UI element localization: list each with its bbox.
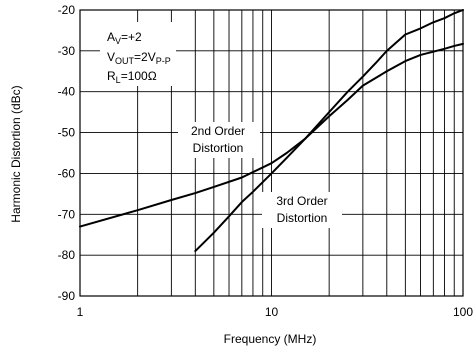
condition-vout-mid: =2V <box>134 50 156 64</box>
condition-vout-main: V <box>107 50 115 64</box>
plot-frame <box>79 9 464 297</box>
series-line-2nd-order <box>79 42 464 228</box>
y-tick-label: -30 <box>58 44 76 58</box>
y-tick-label: -70 <box>58 207 76 221</box>
condition-vout-sub2: P-P <box>156 56 171 66</box>
condition-av-rest: =+2 <box>121 30 142 44</box>
y-tick-label: -90 <box>58 289 76 303</box>
condition-av-sub: V <box>115 36 121 46</box>
x-axis-title: Frequency (MHz) <box>224 332 317 346</box>
series-line-3rd-order <box>194 9 464 253</box>
plot-border <box>79 9 464 297</box>
annotation-3rd-bg <box>262 192 342 228</box>
annotation-2nd-line1: 2nd Order <box>191 124 245 138</box>
annotation-3rd-line1: 3rd Order <box>276 194 327 208</box>
annotation-2nd-bg <box>178 122 260 158</box>
condition-vout-sub: OUT <box>115 56 135 66</box>
y-axis-title: Harmonic Distortion (dBc) <box>9 85 23 222</box>
condition-av-main: A <box>107 30 115 44</box>
condition-rl: RL=100Ω <box>107 69 157 85</box>
condition-vout: VOUT=2VP-P <box>107 50 171 66</box>
x-tick-label: 10 <box>265 305 279 319</box>
x-tick-label: 100 <box>453 305 473 319</box>
y-tick-label: -50 <box>58 126 76 140</box>
y-tick-label: -40 <box>58 85 76 99</box>
conditions-box <box>100 22 176 86</box>
x-tick-label: 1 <box>77 305 84 319</box>
y-tick-label: -20 <box>58 3 76 17</box>
tick-labels: -90 -80 -70 -60 -50 -40 -30 -20 1 10 100 <box>58 3 474 319</box>
series-lines <box>79 9 464 253</box>
condition-rl-sub: L <box>116 75 121 85</box>
condition-rl-rest: =100Ω <box>121 69 157 83</box>
annotation-2nd-line2: Distortion <box>193 141 244 155</box>
y-tick-label: -80 <box>58 248 76 262</box>
condition-rl-main: R <box>107 69 116 83</box>
y-tick-label: -60 <box>58 166 76 180</box>
annotation-3rd-line2: Distortion <box>277 211 328 225</box>
condition-av: AV=+2 <box>107 30 142 46</box>
